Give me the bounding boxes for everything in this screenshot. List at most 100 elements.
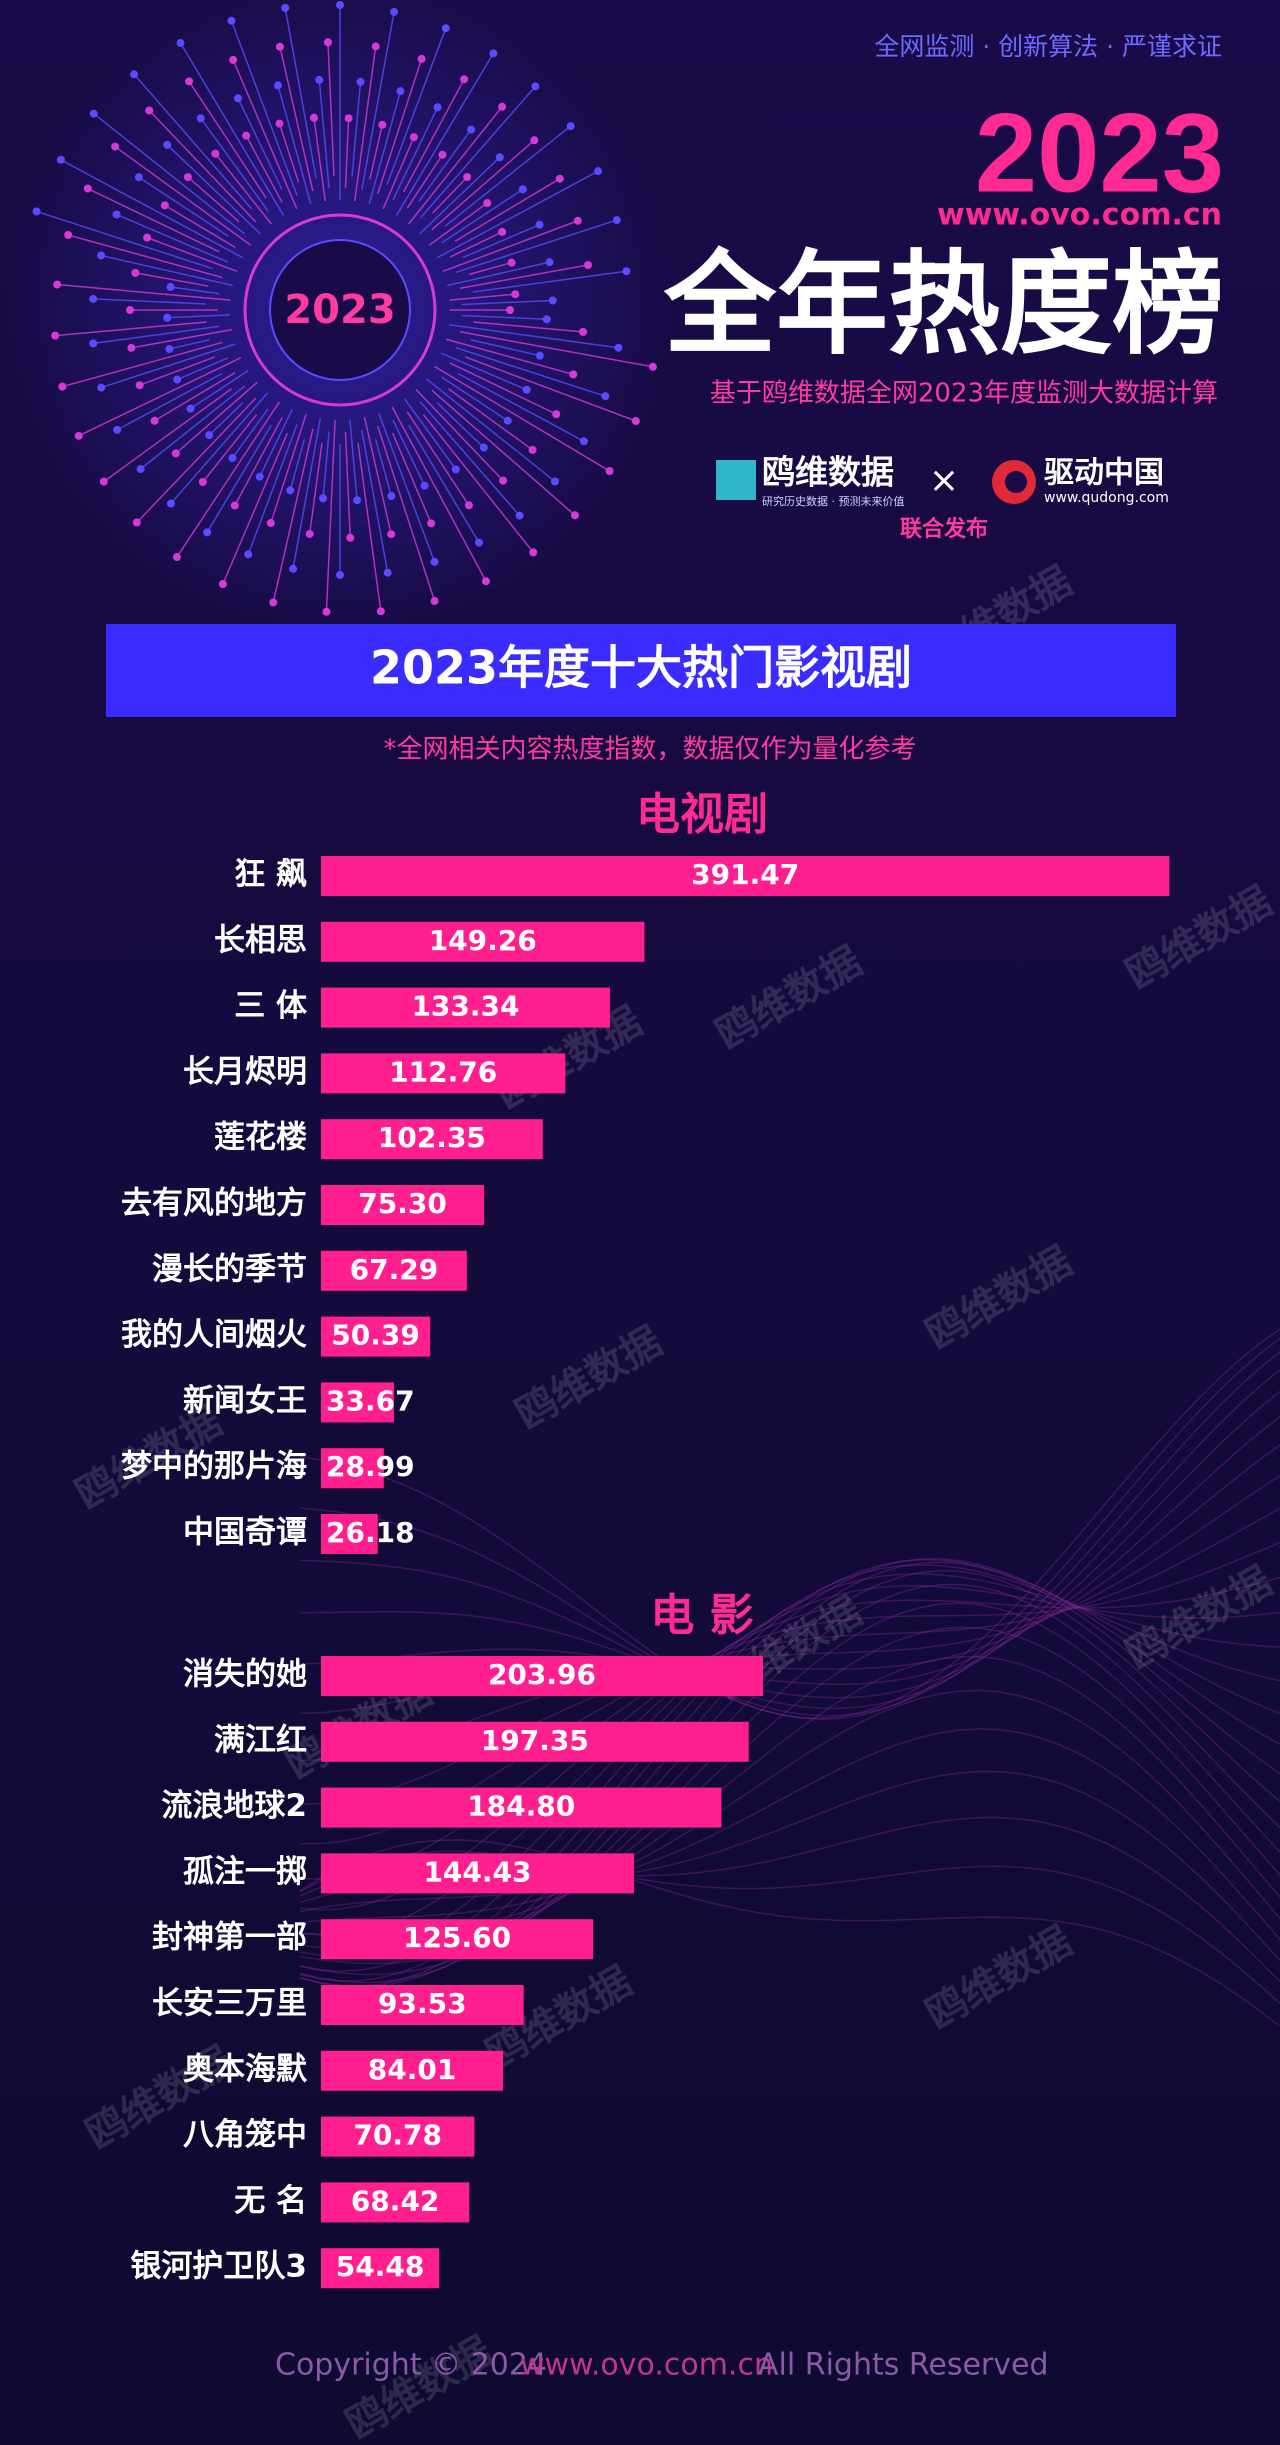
burst-dot — [614, 343, 623, 352]
burst-dot — [529, 548, 538, 557]
burst-line — [139, 356, 215, 386]
section-title: 电 影 — [650, 1590, 753, 1641]
year: 2023 — [975, 91, 1224, 216]
burst-line — [101, 343, 236, 389]
burst-line — [432, 176, 468, 214]
burst-line — [392, 419, 426, 487]
burst-line — [441, 376, 509, 422]
bar — [321, 1382, 394, 1423]
logo-left: 鸥维数据 — [762, 453, 894, 492]
burst-line — [222, 432, 289, 585]
burst-line — [284, 7, 317, 179]
burst-line — [176, 357, 229, 381]
burst-line — [214, 153, 273, 225]
burst-dot — [545, 258, 554, 267]
burst-dot — [551, 477, 560, 486]
burst-line — [187, 176, 240, 223]
burst-dot — [218, 580, 227, 589]
burst-dot — [499, 476, 508, 485]
burst-line — [292, 418, 322, 569]
burst-dot — [309, 113, 318, 122]
burst-line — [164, 204, 236, 249]
burst-dot — [579, 437, 588, 446]
burst-dot — [569, 370, 578, 379]
burst-dot — [376, 607, 385, 616]
burst-line — [447, 261, 550, 287]
bar — [321, 1853, 634, 1894]
burst-dot — [242, 131, 251, 140]
emblem: 2023 — [284, 287, 395, 333]
category-label: 满江红 — [214, 1722, 307, 1758]
burst-dot — [319, 494, 328, 503]
bar — [321, 2182, 470, 2223]
bar — [321, 1250, 467, 1291]
burst-line — [431, 139, 535, 231]
burst-dot — [186, 404, 195, 413]
burst-dot — [132, 518, 141, 527]
times: × — [929, 460, 959, 501]
burst-line — [325, 419, 336, 612]
burst-line — [448, 324, 619, 349]
subtitle: 基于鸥维数据全网2023年度监测大数据计算 — [710, 379, 1218, 409]
burst-dot — [58, 382, 67, 391]
burst-line — [206, 424, 272, 533]
burst-line — [176, 401, 281, 558]
burst-line — [369, 124, 384, 180]
burst-dot — [371, 42, 380, 51]
burst-dot — [433, 103, 442, 112]
burst-dot — [535, 351, 544, 360]
burst-dot — [430, 597, 439, 606]
category-label: 我的人间烟火 — [121, 1317, 307, 1353]
burst-line — [392, 106, 439, 201]
footer: Copyright © 2024 www.ovo.com.cn All Righ… — [275, 2348, 1049, 2383]
burst-line — [404, 398, 457, 470]
burst-line — [67, 234, 223, 279]
burst-line — [349, 419, 358, 501]
burst-line — [441, 188, 524, 244]
burst-line — [422, 414, 534, 553]
burst-dot — [130, 70, 139, 79]
wave — [299, 1728, 1280, 1940]
burst-dot — [165, 344, 174, 353]
burst-dot — [166, 499, 175, 508]
burst-dot — [531, 82, 540, 91]
burst-line — [200, 117, 269, 212]
burst-dot — [612, 216, 621, 225]
burst-dot — [171, 449, 180, 458]
burst-dot — [542, 315, 551, 324]
value-label: 197.35 — [481, 1724, 589, 1757]
burst-line — [272, 428, 314, 603]
category-label: 长相思 — [214, 922, 307, 958]
wave — [299, 1351, 1280, 1717]
main-title: 全年热度榜 — [663, 240, 1224, 370]
burst-dot — [281, 3, 290, 12]
burst-dot — [176, 39, 185, 48]
burst-dot — [134, 173, 143, 182]
value-label: 102.35 — [378, 1121, 486, 1154]
value-label: 203.96 — [488, 1658, 596, 1691]
tagline: 全网监测 · 创新算法 · 严谨求证 — [874, 32, 1222, 61]
burst-dot — [573, 216, 582, 225]
burst-dot — [89, 339, 98, 348]
burst-dot — [489, 49, 498, 58]
category-label: 长月烬明 — [183, 1054, 307, 1090]
burst-line — [354, 46, 377, 202]
logo-right: 驱动中国 — [1044, 456, 1164, 491]
footer-site: www.ovo.com.cn — [520, 2348, 773, 2383]
burst-line — [344, 118, 350, 189]
burst-line — [232, 59, 298, 210]
burst-line — [436, 170, 599, 259]
burst-dot — [474, 538, 483, 547]
category-label: 无 名 — [234, 2183, 307, 2219]
burst-dot — [498, 102, 507, 111]
bar — [321, 1514, 378, 1554]
burst-dot — [552, 410, 561, 419]
burst-line — [447, 388, 533, 451]
burst-dot — [89, 294, 98, 303]
burst-dot — [203, 528, 212, 537]
burst-line — [93, 298, 207, 305]
category-label: 银河护卫队3 — [130, 2249, 307, 2285]
bar — [321, 2050, 504, 2091]
value-label: 68.42 — [351, 2184, 440, 2217]
